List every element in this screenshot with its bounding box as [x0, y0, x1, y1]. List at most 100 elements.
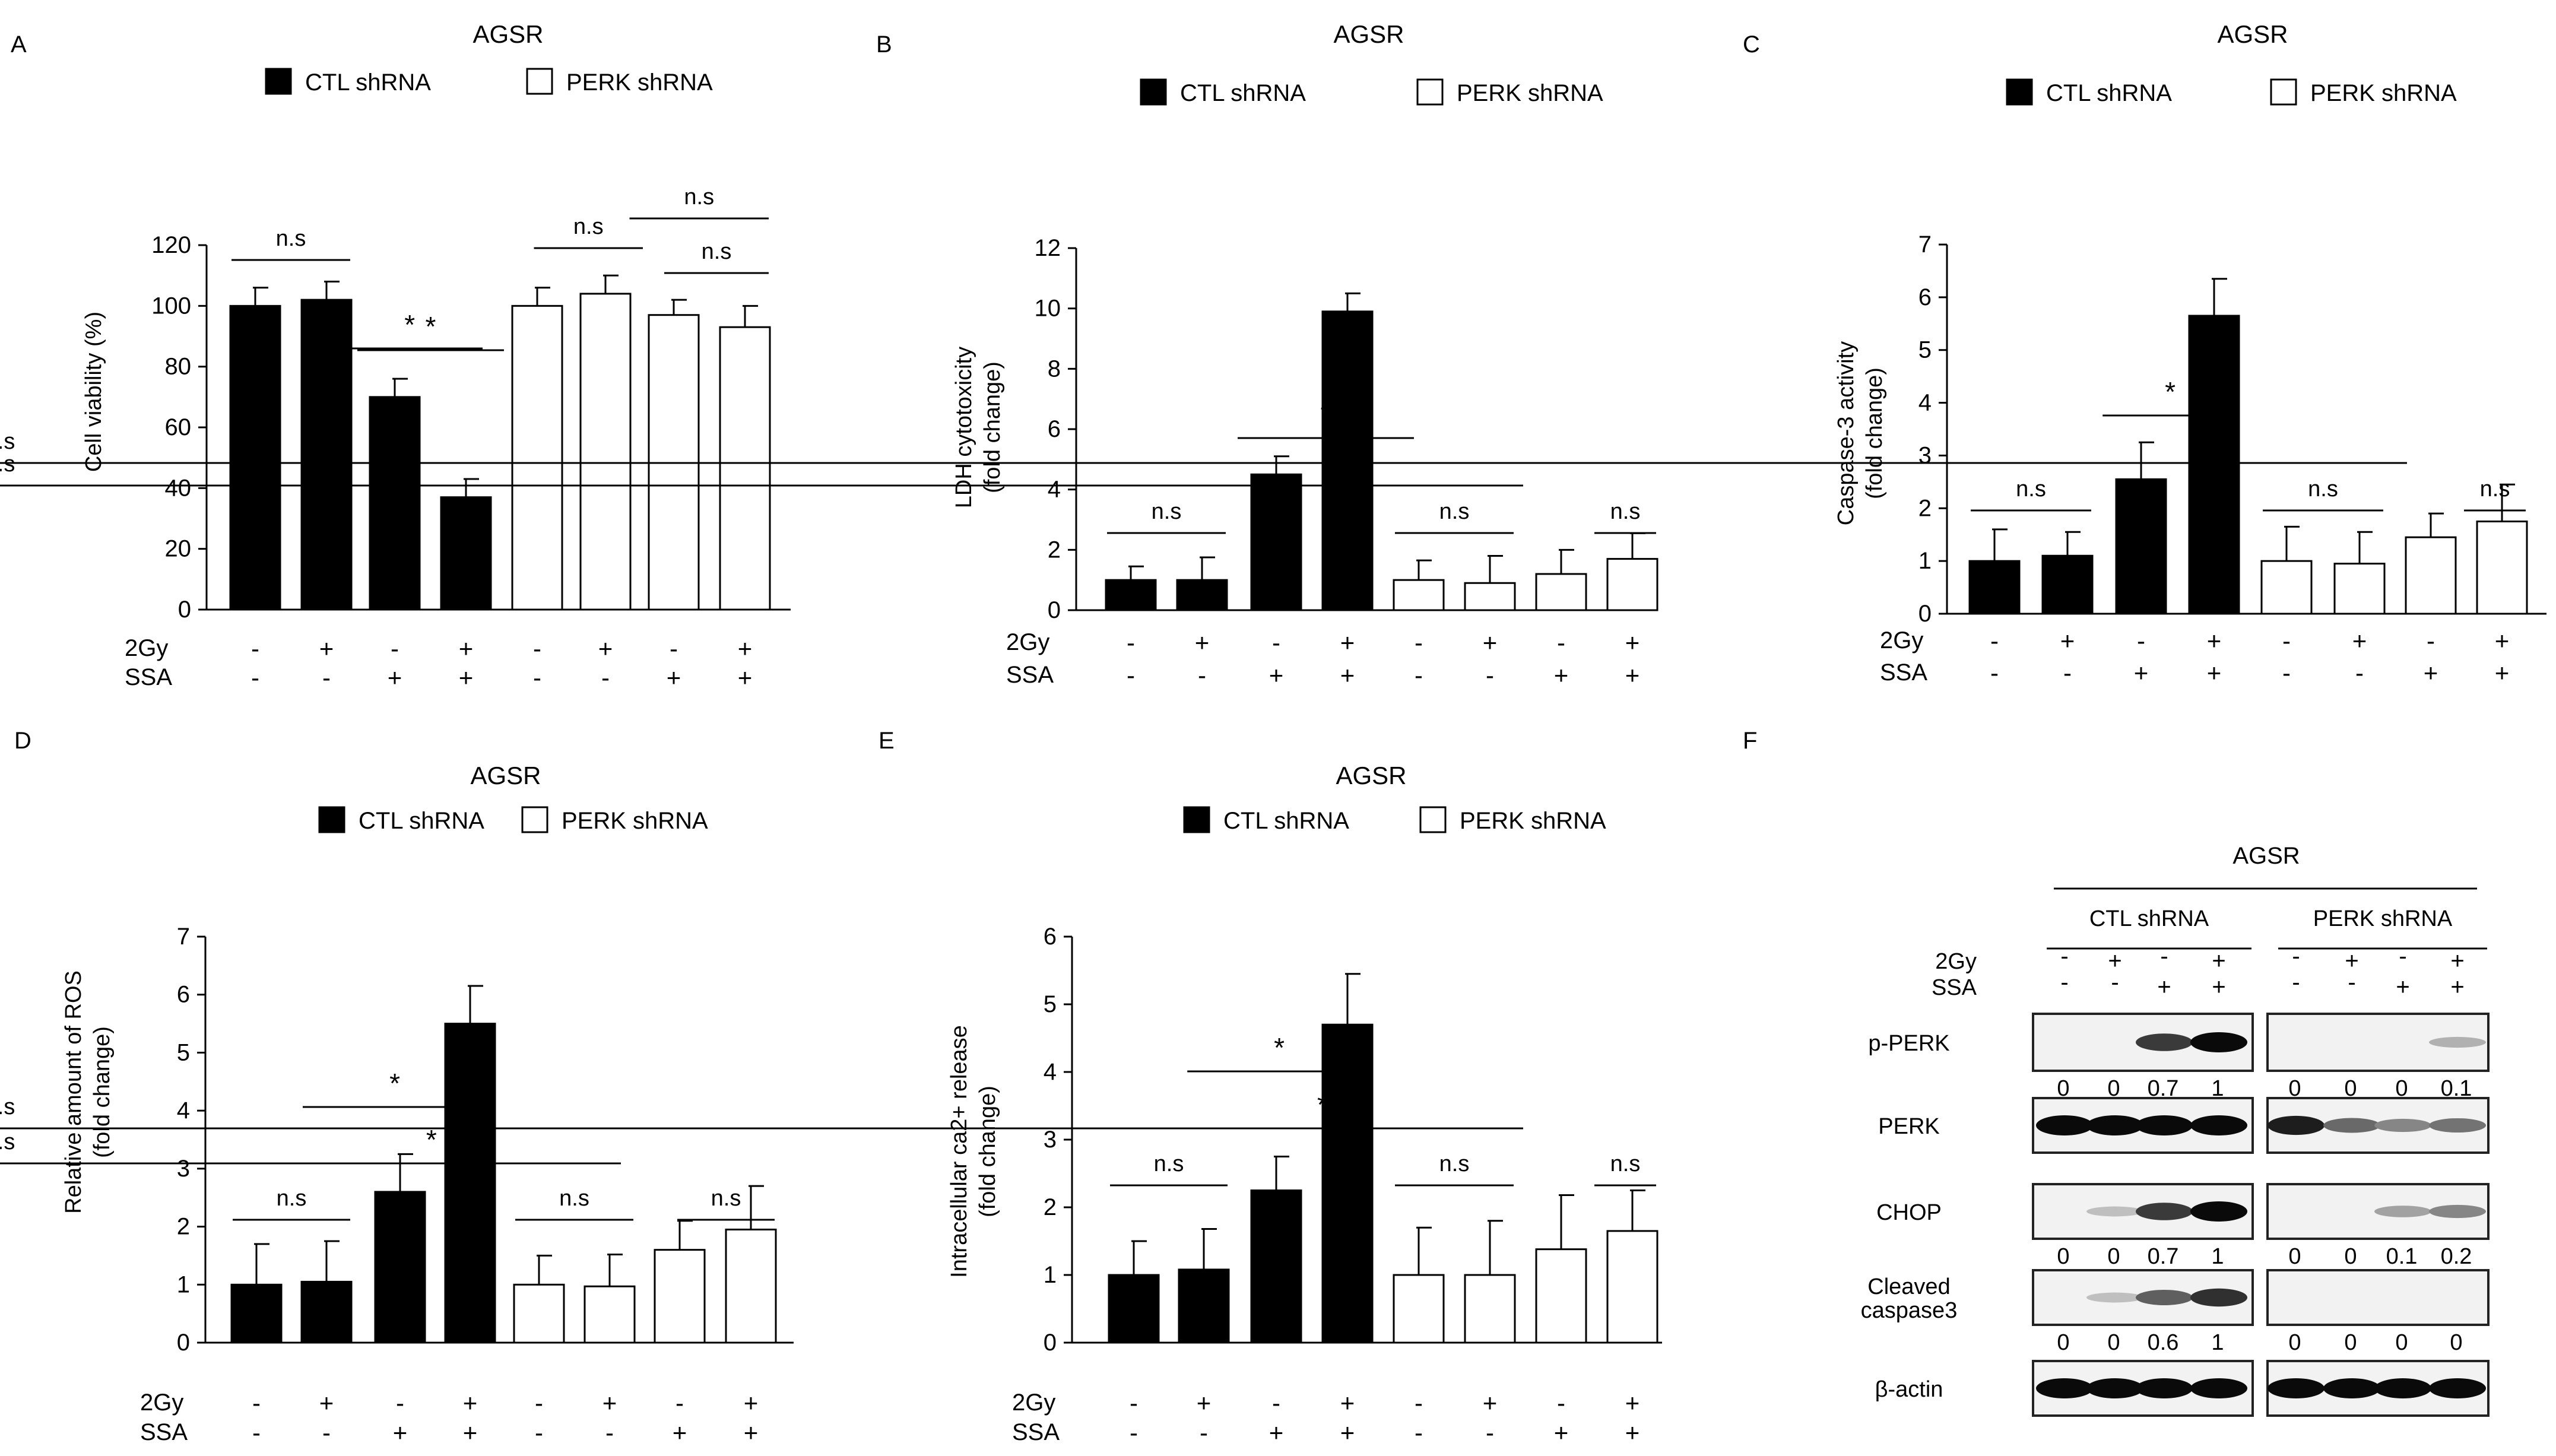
condition-sign: +	[1483, 629, 1498, 656]
bar-perk	[583, 1285, 636, 1344]
blot-band	[2136, 1203, 2193, 1220]
bar-perk	[2333, 563, 2386, 615]
ns-label: n.s	[1152, 499, 1182, 524]
y-tick-label: 10	[1035, 296, 1061, 322]
blot-row-label: CHOP	[1876, 1200, 1942, 1225]
condition-sign: +	[2207, 659, 2222, 687]
condition-sign: +	[744, 1389, 759, 1417]
quant-value: 0	[2288, 1244, 2301, 1269]
y-tick-label: 12	[1035, 235, 1061, 261]
blot-band	[2190, 1288, 2247, 1307]
condition-sign: -	[2427, 627, 2435, 655]
condition-sign: -	[1127, 661, 1135, 689]
ns-label: n.s	[276, 226, 306, 251]
blot-band	[2374, 1118, 2431, 1133]
condition-sign: -	[1200, 1419, 1208, 1447]
quant-value: 0	[2107, 1076, 2120, 1101]
bar-ctl	[374, 1191, 426, 1344]
row-label-ssa: SSA	[1932, 975, 1977, 1000]
y-tick-label: 3	[1918, 442, 1932, 468]
bar-ctl	[300, 299, 353, 611]
condition-sign: +	[1625, 1419, 1640, 1447]
ns-label: n.s	[2308, 477, 2338, 502]
blot-band	[2323, 1378, 2380, 1398]
panel-label: A	[11, 31, 27, 58]
y-tick-label: 4	[1918, 390, 1932, 416]
quant-value: 0	[2395, 1076, 2408, 1101]
condition-sign: -	[396, 1389, 404, 1417]
condition-sign: -	[533, 635, 541, 662]
bar-ctl	[440, 496, 492, 611]
condition-sign: -	[252, 1419, 261, 1447]
condition-sign: +	[463, 1389, 478, 1417]
condition-sign: -	[2063, 659, 2072, 687]
significance-star: *	[1321, 399, 1331, 430]
y-axis-label: (fold change)	[1862, 367, 1887, 499]
bar-perk	[1393, 579, 1445, 611]
row-label-ssa: SSA	[140, 1419, 188, 1445]
quant-value: 0	[2288, 1330, 2301, 1355]
blot-band	[2190, 1115, 2247, 1135]
condition-sign: +	[2207, 627, 2222, 655]
condition-sign: -	[1415, 661, 1423, 689]
y-tick-label: 4	[1044, 1059, 1057, 1085]
legend-label-perk: PERK shRNA	[566, 69, 713, 96]
y-tick-label: 0	[1048, 597, 1061, 623]
blot-band	[2268, 1378, 2324, 1398]
quant-value: 1	[2211, 1244, 2224, 1269]
condition-sign: -	[1557, 629, 1565, 656]
row-label-ssa: SSA	[1880, 659, 1927, 686]
quant-value: 0	[2395, 1330, 2408, 1355]
quant-value: 0.7	[2148, 1244, 2179, 1269]
condition-sign: +	[2060, 627, 2075, 655]
y-tick-label: 4	[1048, 477, 1061, 503]
bar-ctl	[2041, 554, 2094, 615]
condition-sign: -	[391, 635, 399, 662]
blot-band	[2429, 1118, 2486, 1133]
condition-sign: -	[2160, 943, 2168, 969]
blot-band	[2190, 1201, 2247, 1222]
blot-band	[2086, 1378, 2143, 1398]
condition-sign: +	[2495, 627, 2510, 655]
blot-band	[2190, 1032, 2247, 1052]
group-label-ctl: CTL shRNA	[2089, 906, 2209, 931]
y-tick-label: 20	[165, 536, 192, 562]
condition-sign: +	[1554, 1419, 1569, 1447]
condition-sign: +	[459, 635, 474, 662]
quant-value: 0	[2344, 1076, 2357, 1101]
ns-label: n.s	[0, 1095, 15, 1119]
row-label-2gy: 2Gy	[1006, 629, 1049, 655]
condition-sign: -	[535, 1389, 543, 1417]
y-tick-label: 1	[1918, 548, 1932, 574]
condition-sign: +	[319, 1389, 334, 1417]
condition-sign: -	[2399, 943, 2406, 969]
y-axis-label: (fold change)	[975, 1086, 1000, 1217]
blot-band	[2268, 1115, 2324, 1135]
blot-band	[2136, 1033, 2193, 1051]
legend-label-perk: PERK shRNA	[2310, 80, 2457, 106]
condition-sign: +	[1340, 661, 1355, 689]
quant-value: 0	[2450, 1330, 2462, 1355]
panel-d-ros: D AGSR CTL shRNA PERK shRNA 0 1 2 3 4 5 6 7 Relative…	[0, 728, 794, 1447]
ns-label: n.s	[277, 1186, 307, 1211]
blot-band	[2086, 1206, 2143, 1217]
y-tick-label: 80	[165, 354, 192, 380]
condition-sign: +	[1195, 629, 1210, 656]
chart-title: AGSR	[1333, 20, 1404, 48]
bar-ctl	[300, 1280, 353, 1344]
condition-sign: +	[463, 1419, 478, 1447]
bar-perk	[1606, 1230, 1658, 1344]
y-tick-label: 2	[1918, 495, 1932, 521]
condition-sign: +	[319, 635, 334, 662]
bar-ctl	[229, 304, 281, 611]
panel-label: F	[1743, 728, 1757, 754]
blot-row-label: Cleaved	[1867, 1274, 1950, 1299]
legend-label-ctl: CTL shRNA	[359, 808, 484, 834]
condition-sign: +	[2352, 627, 2367, 655]
condition-sign: -	[1198, 661, 1206, 689]
legend-swatch-ctl	[2006, 78, 2033, 106]
condition-sign: +	[673, 1419, 687, 1447]
condition-sign: -	[1415, 1419, 1423, 1447]
y-tick-label: 40	[165, 475, 192, 501]
